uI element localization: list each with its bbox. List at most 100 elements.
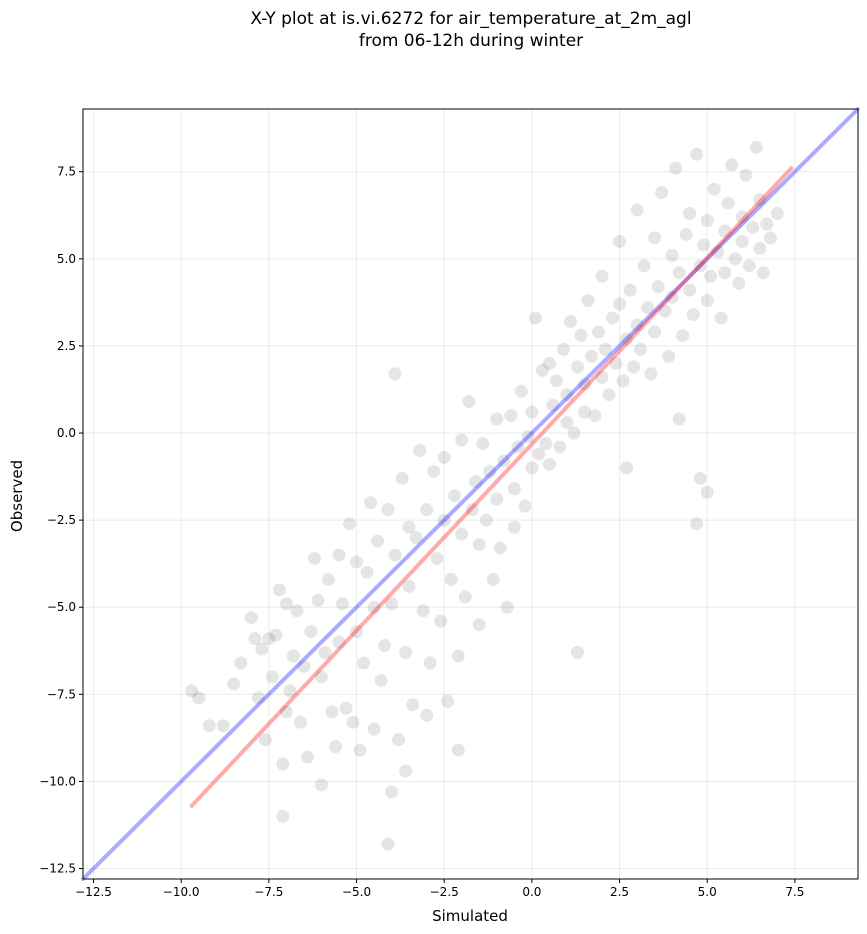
data-point (276, 757, 290, 771)
data-point (472, 538, 486, 552)
x-tick-label: −2.5 (430, 885, 459, 899)
x-tick-label: −5.0 (342, 885, 371, 899)
data-point (265, 670, 279, 684)
data-point (427, 464, 441, 478)
x-tick-label: −10.0 (163, 885, 200, 899)
data-point (707, 182, 721, 196)
data-point (185, 684, 199, 698)
data-point (700, 485, 714, 499)
data-point (518, 499, 532, 513)
data-point (507, 520, 521, 534)
data-point (570, 360, 584, 374)
data-point (336, 597, 350, 611)
data-point (423, 656, 437, 670)
data-point (455, 527, 469, 541)
data-point (490, 412, 504, 426)
data-point (542, 356, 556, 370)
data-point (469, 475, 483, 489)
data-point (244, 611, 258, 625)
identity-line (81, 107, 860, 881)
data-point (718, 266, 732, 280)
data-point (216, 719, 230, 733)
data-point (332, 548, 346, 562)
data-point (328, 740, 342, 754)
data-point (549, 374, 563, 388)
data-point (697, 238, 711, 252)
data-point (577, 405, 591, 419)
data-point (374, 673, 388, 687)
data-point (574, 328, 588, 342)
x-tick-label: 7.5 (785, 885, 804, 899)
data-point (546, 398, 560, 412)
data-point (588, 409, 602, 423)
data-point (563, 315, 577, 329)
data-point (367, 722, 381, 736)
data-point (388, 548, 402, 562)
data-point (283, 684, 297, 698)
data-point (279, 705, 293, 719)
data-point (353, 743, 367, 757)
chart-title: X-Y plot at is.vi.6272 for air_temperatu… (0, 8, 867, 52)
data-point (770, 207, 784, 221)
data-point (560, 416, 574, 430)
data-point (683, 207, 697, 221)
data-point (385, 785, 399, 799)
data-point (532, 447, 546, 461)
data-point (430, 551, 444, 565)
data-point (448, 489, 462, 503)
data-point (648, 325, 662, 339)
data-point (644, 367, 658, 381)
data-point (651, 280, 665, 294)
data-point (718, 224, 732, 238)
data-point (756, 266, 770, 280)
data-point (595, 269, 609, 283)
data-point (385, 597, 399, 611)
data-point (504, 409, 518, 423)
data-point (525, 405, 539, 419)
data-point (486, 572, 500, 586)
data-point (420, 503, 434, 517)
y-tick-label: −5.0 (47, 600, 76, 614)
data-point (525, 461, 539, 475)
data-point (616, 374, 630, 388)
y-tick-label: −10.0 (39, 774, 76, 788)
data-point (570, 646, 584, 660)
data-point (402, 579, 416, 593)
data-point (409, 531, 423, 545)
data-point (753, 193, 767, 207)
x-tick-label: 0.0 (522, 885, 541, 899)
y-tick-label: 7.5 (57, 165, 76, 179)
data-point (434, 614, 448, 628)
data-point (388, 367, 402, 381)
data-point (749, 140, 763, 154)
data-point (381, 503, 395, 517)
ticks-layer: −12.5 −10.0 −7.5 −5.0 −2.5 0.0 2.5 5.0 7.5 −12.5 −… (39, 165, 804, 899)
lines-layer (81, 107, 860, 881)
data-point (297, 659, 311, 673)
data-point (581, 294, 595, 308)
data-point (364, 496, 378, 510)
data-point (455, 433, 469, 447)
data-point (721, 196, 735, 210)
data-point (406, 698, 420, 712)
data-point (725, 158, 739, 172)
points-layer (185, 140, 784, 851)
data-point (739, 168, 753, 182)
data-point (378, 639, 392, 653)
data-point (711, 245, 725, 259)
chart-title-line1: X-Y plot at is.vi.6272 for air_temperatu… (250, 9, 692, 29)
data-point (395, 471, 409, 485)
data-point (567, 426, 581, 440)
x-axis-label: Simulated (432, 907, 508, 925)
data-point (276, 809, 290, 823)
data-point (258, 733, 272, 747)
data-point (332, 635, 346, 649)
data-point (584, 349, 598, 363)
data-point (500, 600, 514, 614)
data-point (479, 513, 493, 527)
data-point (251, 691, 265, 705)
data-point (493, 541, 507, 555)
data-point (760, 217, 774, 231)
data-point (728, 252, 742, 266)
data-point (262, 632, 276, 646)
